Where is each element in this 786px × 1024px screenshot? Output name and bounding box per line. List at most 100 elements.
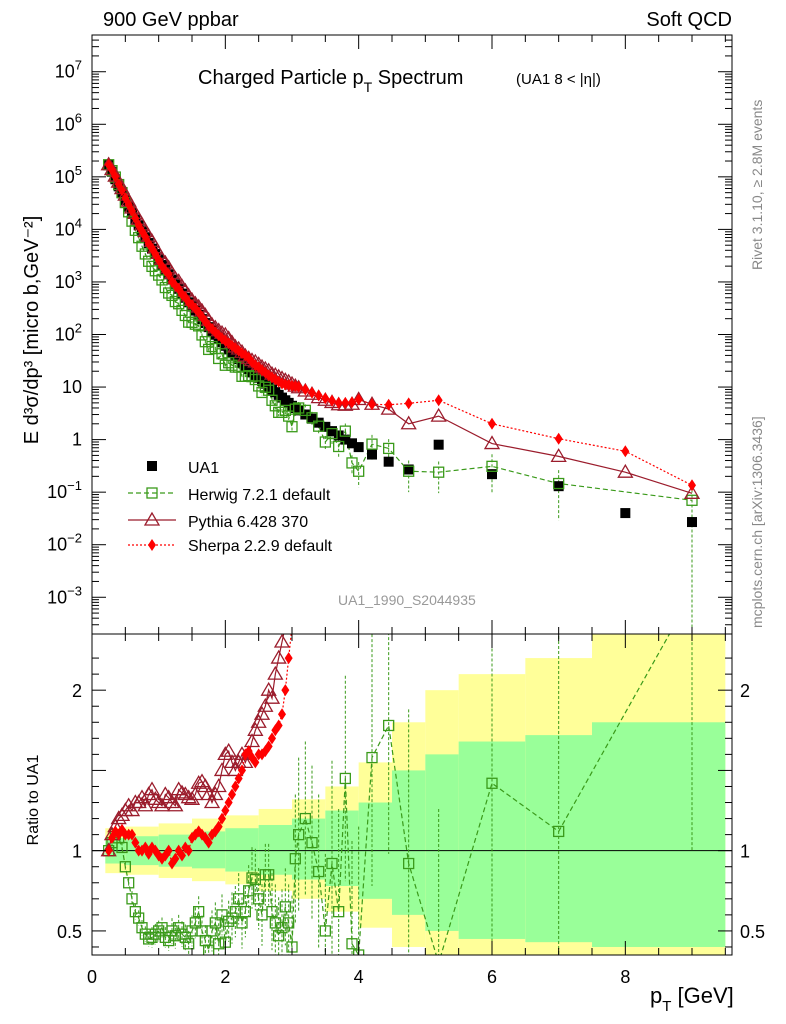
pythia-ratio-point (485, 394, 499, 406)
pythia-ratio-point (177, 786, 194, 801)
pythia-ratio-point (207, 786, 224, 801)
pythia-ratio-point (167, 797, 184, 812)
herwig-ratio-point (333, 906, 345, 918)
sherpa-ratio-point (274, 719, 283, 732)
sherpa-ratio-point (238, 764, 246, 777)
herwig-ratio-point (223, 915, 235, 927)
pythia-ratio-point (325, 442, 339, 454)
herwig-point (173, 298, 185, 310)
herwig-ratio-point (239, 906, 251, 918)
herwig-ratio-point (553, 825, 565, 838)
herwig-ratio-point (206, 925, 218, 937)
legend-label-sherpa: Sherpa 2.2.9 default (188, 538, 333, 555)
pythia-ratio-point (298, 555, 312, 567)
data-point (340, 434, 351, 445)
herwig-ratio-point (119, 861, 131, 873)
herwig-ratio-point (289, 853, 301, 865)
herwig-ratio-point (293, 828, 305, 841)
herwig-point (203, 343, 215, 356)
herwig-point (319, 436, 331, 448)
pythia-ratio-point (288, 587, 302, 599)
data-point (367, 449, 377, 460)
herwig-ratio-point (173, 922, 185, 934)
herwig-line (108, 164, 693, 501)
pythia-ratio-point (267, 665, 284, 680)
ratio-y-tick-label: 0.5 (57, 922, 82, 942)
band-inner-segment (425, 754, 459, 931)
sherpa-ratio-point (234, 772, 243, 785)
herwig-point (169, 295, 181, 308)
herwig-ratio-point (326, 857, 338, 870)
chart-title-extra: (UA1 8 < |η|) (516, 71, 601, 88)
pythia-ratio-point (143, 781, 161, 796)
herwig-point (196, 329, 208, 341)
sherpa-ratio-point (104, 844, 113, 857)
sherpa-ratio-point (214, 820, 223, 833)
data-point (333, 430, 344, 441)
herwig-ratio-point (319, 925, 331, 937)
herwig-ratio-point (283, 917, 295, 929)
data-point (327, 426, 337, 437)
mcplots-label: mcplots.cern.ch [arXiv:1306.3436] (749, 416, 765, 628)
herwig-ratio-point (136, 922, 148, 934)
pythia-ratio-point (110, 810, 127, 825)
herwig-ratio-point (266, 906, 278, 918)
pythia-ratio-point (312, 523, 326, 535)
sherpa-point (164, 268, 173, 281)
sherpa-ratio-point (291, 588, 299, 600)
data-point (620, 508, 631, 519)
pythia-ratio-point (163, 794, 181, 809)
x-axis-label-tail: [GeV] (671, 983, 733, 1008)
pythia-point (310, 389, 327, 404)
data-point (553, 481, 564, 492)
herwig-point (233, 361, 245, 373)
herwig-point (246, 370, 258, 383)
herwig-ratio-point (116, 841, 128, 854)
pythia-ratio-point (173, 784, 191, 799)
herwig-ratio-point (179, 931, 191, 943)
header-category-label: Soft QCD (646, 9, 732, 31)
herwig-point (139, 248, 151, 260)
band-inner-segment (225, 828, 259, 872)
legend-marker-pythia (143, 511, 161, 526)
pythia-ratio-point (243, 733, 261, 748)
data-point (307, 413, 317, 424)
y-tick-label: 104 (55, 215, 82, 239)
sherpa-point (294, 380, 303, 393)
x-axis-label: pT [GeV] (650, 983, 734, 1015)
pythia-point (380, 400, 397, 415)
sherpa-point (314, 389, 323, 402)
pythia-point (337, 396, 354, 411)
sherpa-point (321, 392, 330, 405)
herwig-point (216, 348, 228, 360)
pythia-ratio-point (157, 786, 174, 801)
pythia-ratio-point (282, 603, 296, 615)
x-axis-label-subscript: T (662, 998, 671, 1015)
herwig-point (353, 465, 365, 477)
sherpa-ratio-point (164, 844, 173, 857)
sherpa-point (128, 204, 136, 217)
pythia-ratio-point (278, 619, 292, 631)
ratio-y-axis-label: Ratio to UA1 (25, 755, 42, 846)
ratio-panel (92, 394, 732, 955)
herwig-point (366, 438, 378, 450)
y-tick-label: 1 (72, 430, 82, 450)
herwig-point (286, 421, 298, 433)
pythia-ratio-point (197, 778, 214, 793)
sherpa-point (151, 248, 160, 261)
herwig-point (553, 477, 565, 490)
sherpa-point (341, 396, 350, 409)
herwig-point (686, 494, 698, 506)
pythia-ratio-point (153, 797, 171, 812)
herwig-ratio-point (146, 931, 158, 943)
legend-marker-sherpa (148, 539, 156, 551)
sherpa-point (488, 417, 496, 430)
ratio-y-tick-label-right: 2 (740, 681, 750, 701)
herwig-ratio-point (189, 917, 201, 929)
chart-title-tail: Spectrum (372, 67, 463, 89)
sherpa-point (111, 170, 120, 183)
data-point (433, 439, 444, 450)
sherpa-point (334, 396, 343, 409)
pythia-ratio-point (285, 587, 299, 599)
sherpa-point (384, 398, 393, 411)
